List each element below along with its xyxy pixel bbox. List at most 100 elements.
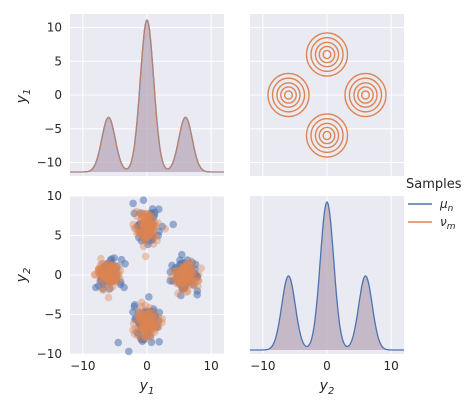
scatter-point-nu — [106, 271, 115, 279]
scatter-point-nu — [107, 277, 115, 286]
scatter-point-nu — [150, 225, 158, 233]
scatter-point-nu — [114, 268, 122, 277]
scatter-point-nu — [96, 275, 105, 283]
scatter-point-nu — [141, 221, 150, 230]
scatter-point-mu — [139, 196, 148, 204]
scatter-point-nu — [106, 275, 114, 284]
scatter-point-nu — [149, 225, 158, 233]
contour-ring — [310, 36, 344, 73]
scatter-point-nu — [136, 310, 145, 318]
scatter-point-nu — [103, 274, 111, 283]
scatter-point-nu — [148, 224, 157, 233]
scatter-point-nu — [105, 266, 114, 275]
scatter-point-mu — [138, 337, 147, 346]
scatter-point-nu — [142, 220, 150, 229]
scatter-point-nu — [143, 311, 152, 319]
scatter-point-nu — [139, 221, 148, 229]
scatter-point-nu — [181, 267, 189, 275]
scatter-point-nu — [97, 269, 106, 278]
scatter-point-nu — [137, 231, 145, 239]
scatter-point-nu — [185, 270, 194, 278]
scatter-point-nu — [154, 323, 163, 332]
scatter-point-nu — [144, 309, 152, 318]
scatter-point-mu — [131, 314, 140, 323]
scatter-point-nu — [105, 267, 113, 276]
scatter-point-nu — [184, 268, 193, 277]
scatter-point-mu — [117, 255, 126, 264]
scatter-point-nu — [195, 270, 203, 279]
scatter-point-nu — [106, 275, 115, 284]
y-tick-label: 5 — [54, 54, 62, 68]
scatter-point-nu — [183, 275, 192, 284]
scatter-point-nu — [175, 269, 184, 278]
scatter-point-nu — [151, 312, 160, 321]
scatter-point-nu — [144, 323, 153, 332]
scatter-point-nu — [186, 264, 194, 272]
scatter-point-nu — [189, 269, 197, 278]
scatter-point-nu — [134, 223, 143, 231]
scatter-point-nu — [139, 325, 147, 333]
scatter-point-nu — [106, 266, 115, 275]
scatter-point-nu — [194, 276, 203, 285]
scatter-point-nu — [98, 284, 106, 293]
scatter-point-nu — [149, 232, 157, 240]
scatter-point-nu — [115, 262, 123, 271]
scatter-point-nu — [147, 329, 155, 338]
scatter-point-nu — [146, 322, 155, 331]
scatter-point-nu — [110, 266, 119, 274]
svg-text:y2: y2 — [14, 268, 33, 284]
legend-label-mu: μn — [439, 197, 454, 214]
scatter-point-nu — [137, 212, 146, 220]
scatter-point-mu — [134, 330, 143, 339]
scatter-point-nu — [144, 229, 152, 237]
scatter-point-nu — [107, 275, 115, 284]
scatter-point-mu — [143, 315, 151, 324]
kde-fill — [70, 20, 224, 172]
scatter-point-mu — [155, 205, 163, 213]
scatter-point-nu — [194, 277, 203, 285]
y-tick-label: −10 — [37, 156, 62, 170]
scatter-point-nu — [133, 212, 141, 221]
scatter-point-nu — [185, 270, 194, 279]
scatter-point-mu — [99, 267, 108, 276]
scatter-point-nu — [179, 285, 187, 294]
scatter-point-nu — [147, 222, 155, 231]
scatter-point-nu — [140, 234, 149, 242]
scatter-point-nu — [185, 263, 194, 272]
scatter-point-nu — [173, 270, 181, 279]
contour-ring — [357, 86, 374, 104]
scatter-point-nu — [100, 269, 109, 278]
scatter-point-nu — [111, 268, 120, 277]
scatter-point-nu — [108, 277, 117, 285]
scatter-point-nu — [113, 277, 122, 286]
scatter-point-nu — [173, 278, 181, 287]
scatter-point-nu — [140, 319, 149, 328]
scatter-point-nu — [108, 260, 117, 269]
scatter-point-nu — [94, 267, 103, 276]
scatter-point-nu — [145, 218, 153, 227]
scatter-point-nu — [94, 265, 103, 274]
scatter-point-nu — [103, 272, 112, 280]
scatter-point-nu — [107, 276, 116, 284]
scatter-point-nu — [111, 275, 119, 284]
scatter-point-nu — [130, 224, 139, 232]
scatter-point-nu — [169, 266, 177, 275]
scatter-point-nu — [145, 232, 153, 240]
scatter-point-nu — [104, 271, 112, 280]
scatter-point-mu — [193, 287, 202, 295]
scatter-point-nu — [144, 313, 153, 321]
scatter-point-nu — [138, 221, 146, 229]
scatter-point-nu — [108, 276, 116, 284]
scatter-point-nu — [147, 228, 155, 236]
scatter-point-nu — [147, 229, 155, 238]
scatter-point-nu — [181, 279, 189, 287]
contour-ring — [310, 117, 344, 154]
scatter-point-nu — [144, 223, 152, 232]
contour-ring — [283, 90, 294, 100]
scatter-point-nu — [99, 286, 107, 295]
scatter-point-nu — [111, 277, 120, 285]
svg-text:y1: y1 — [139, 378, 155, 397]
scatter-point-mu — [134, 308, 143, 317]
scatter-point-nu — [187, 269, 196, 278]
scatter-point-nu — [142, 333, 150, 342]
